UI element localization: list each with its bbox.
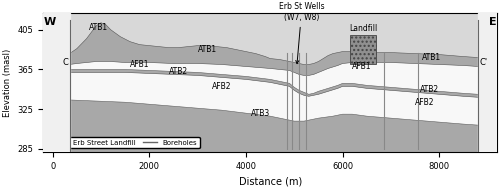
Text: W: W (44, 17, 56, 27)
Polygon shape (43, 99, 497, 152)
Polygon shape (478, 13, 497, 152)
Text: E: E (488, 17, 496, 27)
Text: C: C (62, 58, 68, 67)
X-axis label: Distance (m): Distance (m) (238, 176, 302, 186)
Text: AFB1: AFB1 (130, 60, 150, 69)
Polygon shape (52, 23, 488, 75)
Polygon shape (52, 61, 488, 95)
Text: AFB2: AFB2 (415, 98, 434, 107)
Text: ATB2: ATB2 (420, 85, 439, 94)
Polygon shape (52, 72, 488, 126)
Text: ATB2: ATB2 (169, 67, 188, 76)
Text: ATB1: ATB1 (89, 23, 108, 32)
Polygon shape (52, 70, 488, 98)
Text: AFB1: AFB1 (352, 62, 372, 71)
Polygon shape (43, 13, 70, 152)
Text: ATB1: ATB1 (422, 53, 442, 62)
Legend: Erb Street Landfill, Boreholes: Erb Street Landfill, Boreholes (51, 137, 200, 149)
Text: ATB3: ATB3 (251, 109, 270, 118)
Polygon shape (43, 13, 497, 152)
Text: ATB1: ATB1 (198, 45, 217, 54)
Text: Erb St Wells
(W7, W8): Erb St Wells (W7, W8) (278, 2, 324, 64)
Polygon shape (350, 35, 376, 64)
Text: Landfill: Landfill (349, 24, 378, 33)
Text: C': C' (480, 58, 488, 67)
Text: AFB2: AFB2 (212, 82, 232, 91)
Y-axis label: Elevation (masl): Elevation (masl) (3, 48, 12, 116)
